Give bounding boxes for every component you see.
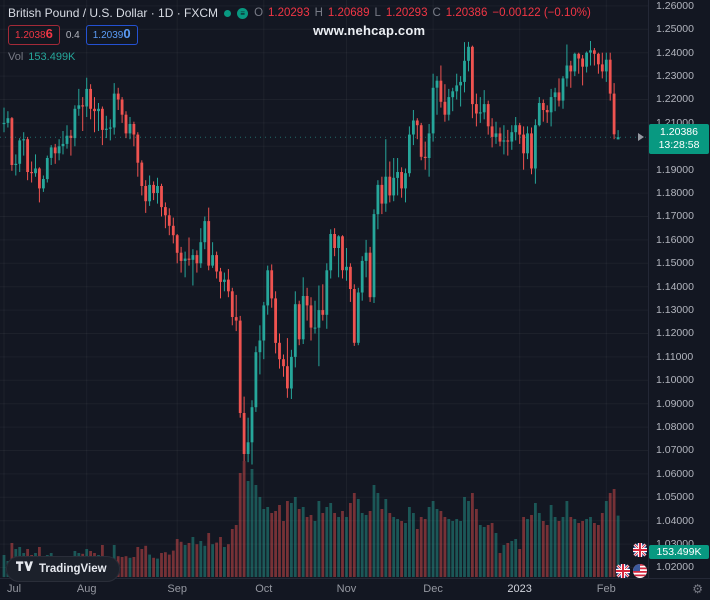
data-window-icon[interactable]: ≡: [237, 7, 249, 19]
price-tick-label: 1.08000: [656, 421, 694, 434]
price-tick-label: 1.18000: [656, 187, 694, 200]
price-tick-label: 1.16000: [656, 233, 694, 246]
tradingview-logo-text: TradingView: [39, 563, 107, 575]
price-tick-label: 1.17000: [656, 210, 694, 223]
price-tick-label: 1.05000: [656, 491, 694, 504]
close-label: C: [432, 7, 441, 19]
open-label: O: [254, 7, 264, 19]
usd-flag-icon: [633, 564, 647, 583]
price-tick-label: 1.06000: [656, 467, 694, 480]
site-watermark: www.nehcap.com: [313, 23, 426, 38]
last-price-value: 1.20386: [660, 126, 698, 139]
buy-button[interactable]: 1.20390: [85, 25, 138, 45]
volume-value: 153.499K: [28, 51, 76, 63]
price-tick-label: 1.25000: [656, 23, 694, 36]
time-tick-label: Nov: [336, 583, 357, 595]
time-tick-label: Jul: [6, 583, 22, 595]
volume-label: Vol: [8, 51, 24, 63]
gbp-flag-icon: [633, 543, 647, 562]
time-tick-label: Feb: [596, 583, 616, 595]
volume-readout: Vol 153.499K: [8, 51, 591, 63]
high-label: H: [314, 7, 323, 19]
price-tick-label: 1.04000: [656, 514, 694, 527]
axis-settings-gear-icon[interactable]: ⚙: [692, 582, 703, 596]
price-tick-label: 1.14000: [656, 280, 694, 293]
ohlc-readout: O 1.20293 H 1.20689 L 1.20293 C 1.20386 −0.0…: [254, 7, 591, 19]
spread-value: 0.4: [65, 29, 80, 41]
sell-button[interactable]: 1.20386: [8, 25, 60, 45]
last-price-tag: 1.20386 13:28:58: [649, 124, 709, 155]
volume-axis-tag: 153.499K: [649, 545, 709, 559]
price-tick-label: 1.07000: [656, 444, 694, 457]
high-value: 1.20689: [327, 7, 370, 19]
price-tick-label: 1.12000: [656, 327, 694, 340]
time-tick-label: Aug: [76, 583, 97, 595]
chart-legend: British Pound / U.S. Dollar · 1D · FXCM …: [8, 6, 591, 63]
time-tick-label: Dec: [423, 583, 443, 595]
low-value: 1.20293: [385, 7, 428, 19]
price-tick-label: 1.13000: [656, 304, 694, 317]
open-value: 1.20293: [268, 7, 310, 19]
price-tick-label: 1.24000: [656, 46, 694, 59]
time-tick-label: Oct: [255, 583, 273, 595]
price-tick-label: 1.26000: [656, 0, 694, 12]
gbp-flag-icon: [616, 564, 630, 583]
close-value: 1.20386: [445, 7, 488, 19]
tradingview-logo-badge[interactable]: TradingView: [6, 556, 120, 582]
candlestick-chart[interactable]: [0, 0, 648, 578]
price-tick-label: 1.15000: [656, 257, 694, 270]
symbol-title[interactable]: British Pound / U.S. Dollar · 1D · FXCM: [8, 6, 219, 20]
market-status-icon[interactable]: [224, 9, 232, 17]
price-tick-label: 1.11000: [656, 350, 694, 363]
price-tick-label: 1.10000: [656, 374, 694, 387]
price-tick-label: 1.19000: [656, 163, 694, 176]
change-value: −0.00122 (−0.10%): [492, 7, 591, 19]
time-tick-label: 2023: [507, 583, 532, 595]
price-tick-label: 1.22000: [656, 93, 694, 106]
price-tick-label: 1.23000: [656, 70, 694, 83]
price-tick-label: 1.02000: [656, 561, 694, 574]
price-axis[interactable]: 1.26000 1.25000 1.24000 1.23000 1.22000 1.210…: [648, 0, 710, 578]
price-tick-label: 1.09000: [656, 397, 694, 410]
low-label: L: [374, 7, 381, 19]
time-tick-label: Sep: [167, 583, 187, 595]
bar-countdown: 13:28:58: [658, 139, 700, 152]
time-axis[interactable]: ⚙ Jul Aug Sep Oct Nov Dec 2023 Feb: [0, 578, 710, 600]
tradingview-logo-icon: [16, 560, 33, 578]
symbol-logos: [613, 543, 647, 585]
price-pointer-arrow-icon: [638, 133, 644, 142]
